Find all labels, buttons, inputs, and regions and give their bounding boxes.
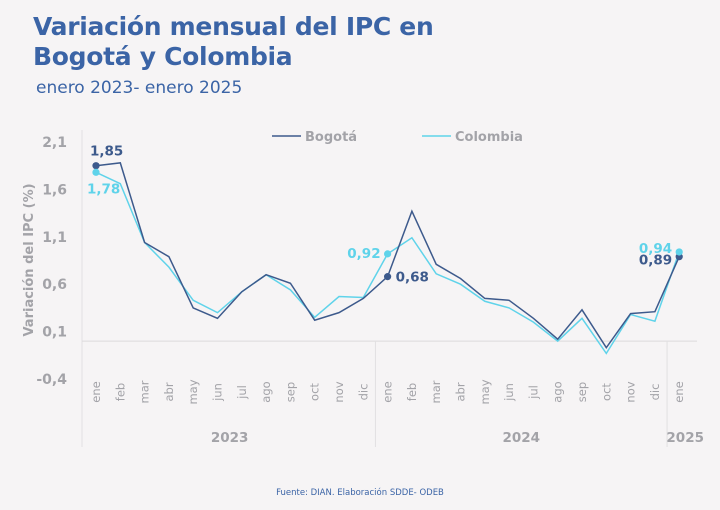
x-tick-label: jul xyxy=(235,385,249,400)
axes: 2,1 1,6 1,1 0,6 0,1 -0,4 Variación del IPC (%)… xyxy=(22,130,704,447)
series-group xyxy=(95,162,680,355)
x-tick-label: feb xyxy=(113,383,127,401)
x-tick-label: sep xyxy=(283,382,297,402)
y-tick-label: -0,4 xyxy=(36,372,67,388)
legend: Bogotá Colombia xyxy=(272,130,523,145)
data-labels: 1,85 0,68 0,89 1,78 0,92 0,94 xyxy=(87,144,683,286)
x-tick-label: ene xyxy=(672,381,686,402)
y-tick-label: 1,1 xyxy=(42,230,67,246)
data-label-bogota: 1,85 xyxy=(90,144,123,160)
data-point-colombia xyxy=(384,250,392,258)
data-label-colombia: 1,78 xyxy=(87,181,120,197)
x-tick-label: ene xyxy=(89,381,103,402)
y-tick-label: 1,6 xyxy=(42,182,67,198)
legend-label: Bogotá xyxy=(305,130,357,145)
x-tick-label: feb xyxy=(405,383,419,401)
chart-title-line-2: Bogotá y Colombia xyxy=(33,42,293,71)
x-tick-label: dic xyxy=(356,384,370,401)
data-point-bogota xyxy=(92,162,100,170)
x-tick-label: nov xyxy=(624,381,638,402)
chart-subtitle: enero 2023- enero 2025 xyxy=(36,78,243,98)
legend-label: Colombia xyxy=(455,130,523,145)
line-chart: 2,1 1,6 1,1 0,6 0,1 -0,4 Variación del IPC (%)… xyxy=(22,130,704,447)
x-tick-label: ago xyxy=(551,381,565,402)
data-point-bogota xyxy=(384,273,392,281)
x-tick-label: may xyxy=(478,379,492,404)
x-tick-label: oct xyxy=(308,383,322,401)
x-tick-label: jun xyxy=(211,383,225,402)
chart-title-line-1: Variación mensual del IPC en xyxy=(33,12,434,41)
x-group-label: 2024 xyxy=(502,430,540,446)
x-tick-label: abr xyxy=(454,382,468,401)
x-tick-label: mar xyxy=(138,380,152,403)
chart-title: Variación mensual del IPC en Bogotá y Co… xyxy=(33,12,434,72)
x-tick-label: ago xyxy=(259,381,273,402)
x-tick-label: jul xyxy=(526,385,540,400)
x-group-label: 2025 xyxy=(666,430,704,446)
x-tick-label: abr xyxy=(162,382,176,401)
x-tick-label: mar xyxy=(429,380,443,403)
source-note: Fuente: DIAN. Elaboración SDDE- ODEB xyxy=(276,488,444,498)
data-label-bogota: 0,68 xyxy=(396,270,429,286)
data-point-colombia xyxy=(675,248,683,256)
y-tick-label: 0,6 xyxy=(42,277,67,293)
y-axis-title: Variación del IPC (%) xyxy=(22,183,37,336)
data-label-colombia: 0,94 xyxy=(639,241,672,257)
x-tick-label: jun xyxy=(502,383,516,402)
data-label-bogota: 0,89 xyxy=(639,253,672,269)
x-tick-label: dic xyxy=(648,384,662,401)
x-group-label: 2023 xyxy=(211,430,249,446)
x-tick-label: nov xyxy=(332,381,346,402)
data-point-colombia xyxy=(92,168,100,176)
x-tick-label: ene xyxy=(381,381,395,402)
y-tick-label: 0,1 xyxy=(42,325,67,341)
y-tick-label: 2,1 xyxy=(42,135,67,151)
x-tick-label: sep xyxy=(575,382,589,402)
x-tick-label: may xyxy=(186,379,200,404)
data-label-colombia: 0,92 xyxy=(347,246,380,262)
x-tick-label: oct xyxy=(599,383,613,401)
